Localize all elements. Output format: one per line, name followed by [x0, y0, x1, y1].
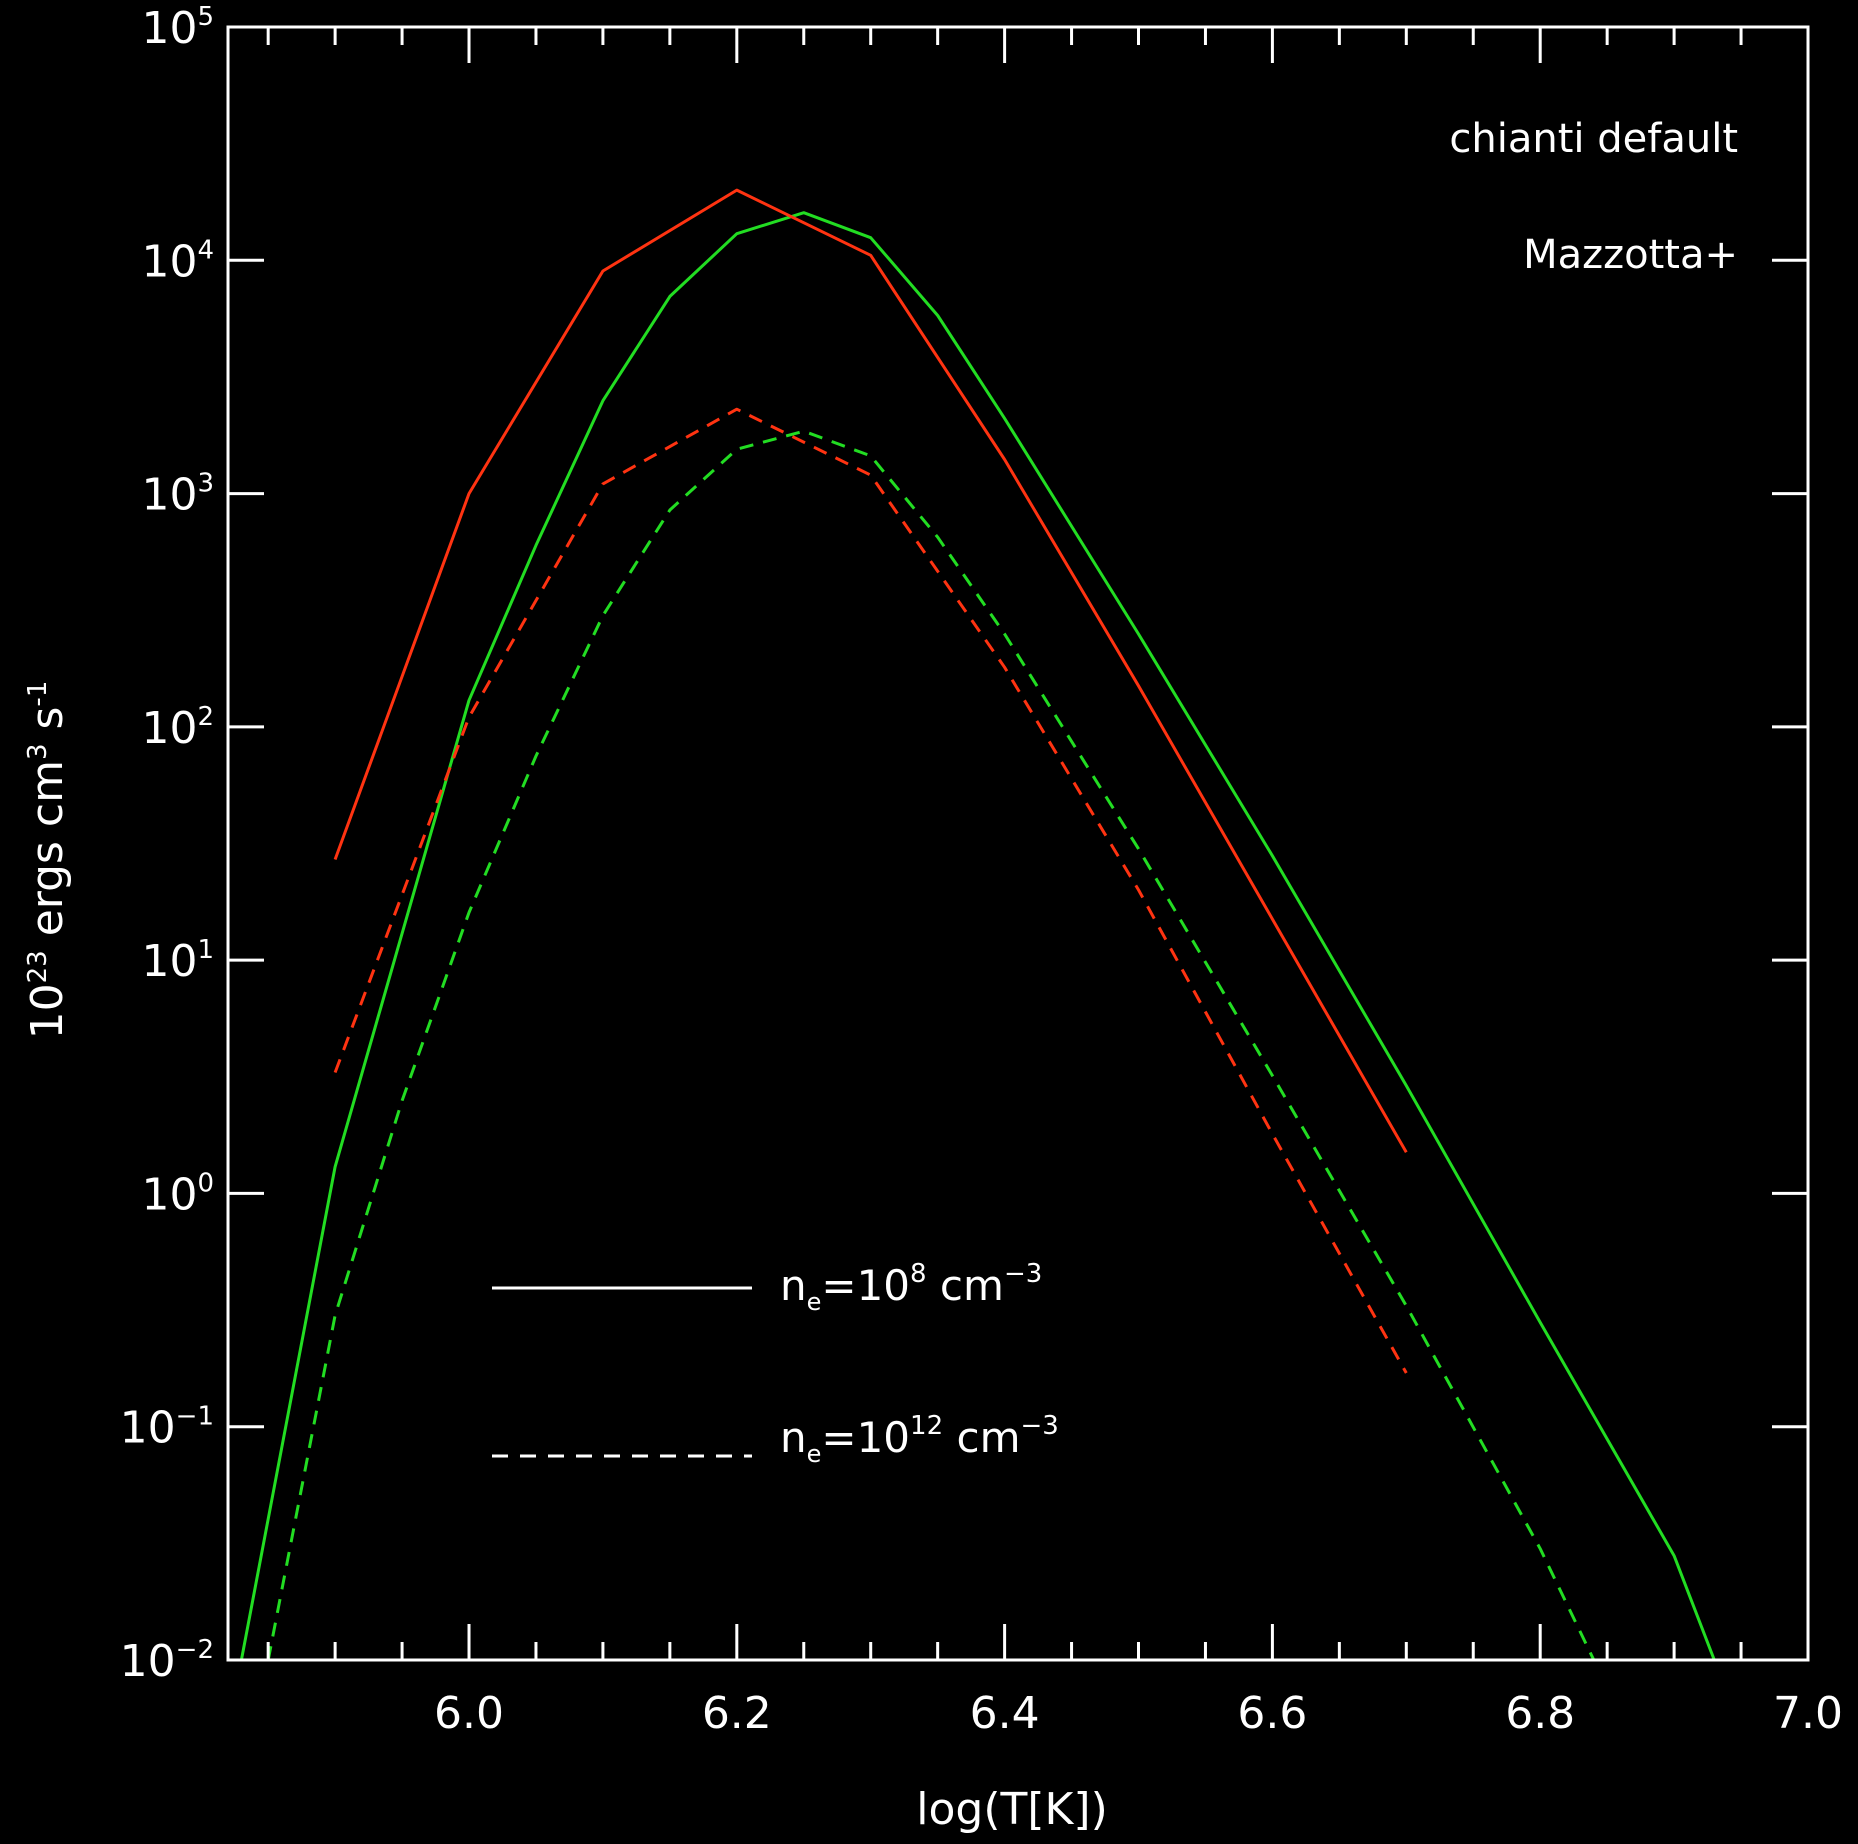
annotation-dashed-exp: 12: [910, 1411, 943, 1441]
series-line-0-solid: [239, 211, 1716, 1661]
y-axis-title-exp3: -1: [23, 681, 53, 707]
annotation-dashed-prefix: n: [780, 1413, 807, 1462]
x-tick-label: 6.2: [702, 1688, 772, 1739]
y-tick-label: 105: [141, 2, 214, 54]
annotation-solid-mid: =10: [821, 1261, 910, 1310]
series-line-2-dashed: [266, 429, 1596, 1661]
series-line-3-dashed: [333, 407, 1408, 1374]
y-axis-title-rest2: s: [22, 707, 73, 744]
legend-entry-mazzotta: Mazzotta+: [1523, 232, 1738, 278]
y-axis-title-base: 10: [22, 983, 73, 1039]
y-tick-label: 100: [141, 1168, 214, 1220]
y-axis-title: 1023 ergs cm3 s-1: [22, 681, 73, 1040]
y-tick-label: 102: [141, 702, 214, 754]
x-axis-title: log(T[K]): [916, 1784, 1107, 1835]
y-tick-label: 10−2: [120, 1635, 214, 1687]
annotation-solid-label: ne=108 cm−3: [780, 1259, 1042, 1316]
y-axis-title-exp: 23: [23, 950, 53, 983]
x-tick-label: 7.0: [1773, 1688, 1843, 1739]
annotation-dashed-sub: e: [807, 1440, 822, 1468]
y-tick-label: 10−1: [120, 1402, 214, 1454]
series-line-1-solid: [333, 188, 1408, 1154]
y-tick-label: 101: [141, 935, 214, 987]
labels-layer: 6.0 6.2 6.4 6.6 6.8 7.0 10−2 10−1 100 101 102 103 10…: [120, 2, 1843, 1739]
annotation-solid-sub: e: [807, 1288, 822, 1316]
x-tick-label: 6.4: [970, 1688, 1040, 1739]
annotation-dashed-rest: cm: [943, 1413, 1020, 1462]
y-tick-label: 103: [141, 469, 214, 521]
annotation-dashed-label: ne=1012 cm−3: [780, 1411, 1059, 1468]
legend-entry-chianti: chianti default: [1449, 116, 1738, 162]
annotation-dashed-mid: =10: [821, 1413, 910, 1462]
x-tick-label: 6.8: [1505, 1688, 1575, 1739]
y-axis-title-rest: ergs cm: [22, 760, 73, 950]
y-tick-label: 104: [141, 235, 214, 287]
x-tick-label: 6.6: [1237, 1688, 1307, 1739]
annotation-solid-prefix: n: [780, 1261, 807, 1310]
ticks-layer: [228, 25, 1810, 1662]
annotation-solid-exp2: −3: [1004, 1259, 1042, 1289]
x-tick-label: 6.0: [434, 1688, 504, 1739]
series-layer: [239, 188, 1716, 1661]
annotation-dashed-exp2: −3: [1020, 1411, 1058, 1441]
y-axis-title-exp2: 3: [23, 743, 53, 760]
annotation-solid-rest: cm: [927, 1261, 1004, 1310]
plot-frame: [226, 25, 1810, 1662]
annotation-solid-exp: 8: [910, 1259, 927, 1289]
